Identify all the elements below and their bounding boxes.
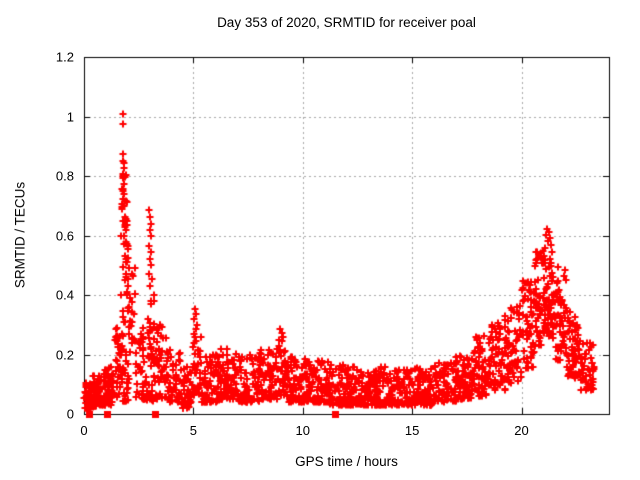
x-tick-label: 10 bbox=[295, 423, 310, 438]
x-tick-label: 5 bbox=[189, 423, 197, 438]
x-tick-label: 0 bbox=[80, 423, 88, 438]
y-tick-label: 0.8 bbox=[55, 168, 74, 184]
x-tick-label: 20 bbox=[514, 423, 529, 438]
y-tick-label: 0.4 bbox=[55, 287, 74, 303]
x-tick-label: 15 bbox=[404, 423, 420, 438]
y-tick-label: 0.2 bbox=[55, 347, 74, 362]
y-tick-label: 0 bbox=[66, 406, 74, 422]
y-tick-label: 1.2 bbox=[55, 49, 74, 65]
y-tick-label: 0.6 bbox=[55, 228, 74, 243]
y-tick-label: 1 bbox=[66, 109, 74, 124]
chart-title: Day 353 of 2020, SRMTID for receiver poa… bbox=[217, 15, 476, 30]
x-axis-label: GPS time / hours bbox=[295, 454, 398, 469]
